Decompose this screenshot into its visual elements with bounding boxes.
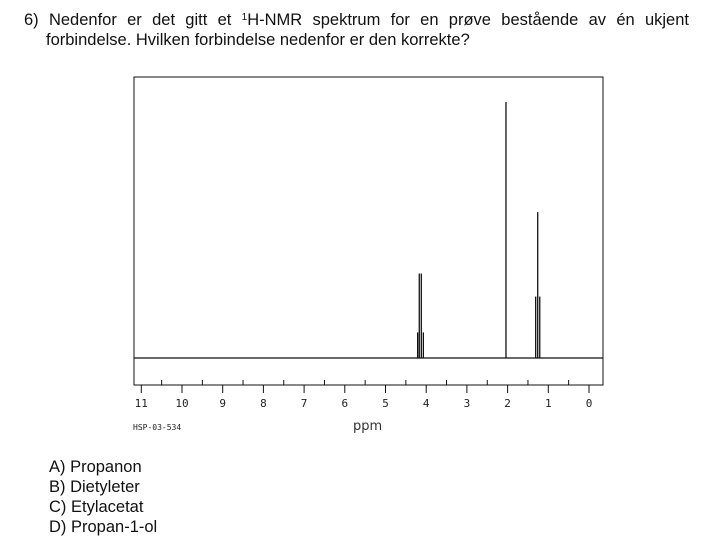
tick-group: 11 10 9 8 7 6 5 4 3 2 1 0 bbox=[135, 380, 593, 410]
answer-list: A) Propanon B) Dietyleter C) Etylacetat … bbox=[49, 457, 157, 537]
tick-label-11: 11 bbox=[135, 397, 148, 410]
x-axis-label: ppm bbox=[353, 419, 382, 434]
answer-option-a[interactable]: A) Propanon bbox=[49, 458, 142, 476]
tick-label-9: 9 bbox=[219, 397, 226, 410]
tick-label-10: 10 bbox=[175, 397, 188, 410]
answer-option-c[interactable]: C) Etylacetat bbox=[49, 498, 144, 516]
question-line-2: forbindelse. Hvilken forbindelse nedenfo… bbox=[46, 31, 470, 49]
question-line1-post: H-NMR spektrum for en prøve bestående av… bbox=[247, 11, 689, 29]
question-line-1: 6) Nedenfor er det gitt et 1H-NMR spektr… bbox=[24, 10, 689, 30]
question-number: 6) bbox=[24, 11, 39, 29]
tick-label-1: 1 bbox=[545, 397, 552, 410]
tick-label-2: 2 bbox=[504, 397, 511, 410]
answer-option-b[interactable]: B) Dietyleter bbox=[49, 478, 140, 496]
sample-code: HSP-03-534 bbox=[133, 423, 181, 432]
answer-option-d[interactable]: D) Propan-1-ol bbox=[49, 518, 158, 536]
question-line1-pre: Nedenfor er det gitt et bbox=[48, 11, 242, 29]
spectrum-frame bbox=[133, 76, 604, 386]
isotope-superscript: 1 bbox=[241, 12, 248, 23]
tick-label-5: 5 bbox=[382, 397, 389, 410]
tick-label-4: 4 bbox=[423, 397, 430, 410]
tick-label-0: 0 bbox=[586, 397, 593, 410]
tick-label-6: 6 bbox=[341, 397, 348, 410]
question-text: 6) Nedenfor er det gitt et 1H-NMR spektr… bbox=[24, 10, 689, 50]
tick-label-7: 7 bbox=[301, 397, 308, 410]
tick-label-3: 3 bbox=[464, 397, 471, 410]
peak-group bbox=[417, 102, 541, 358]
tick-label-8: 8 bbox=[260, 397, 267, 410]
